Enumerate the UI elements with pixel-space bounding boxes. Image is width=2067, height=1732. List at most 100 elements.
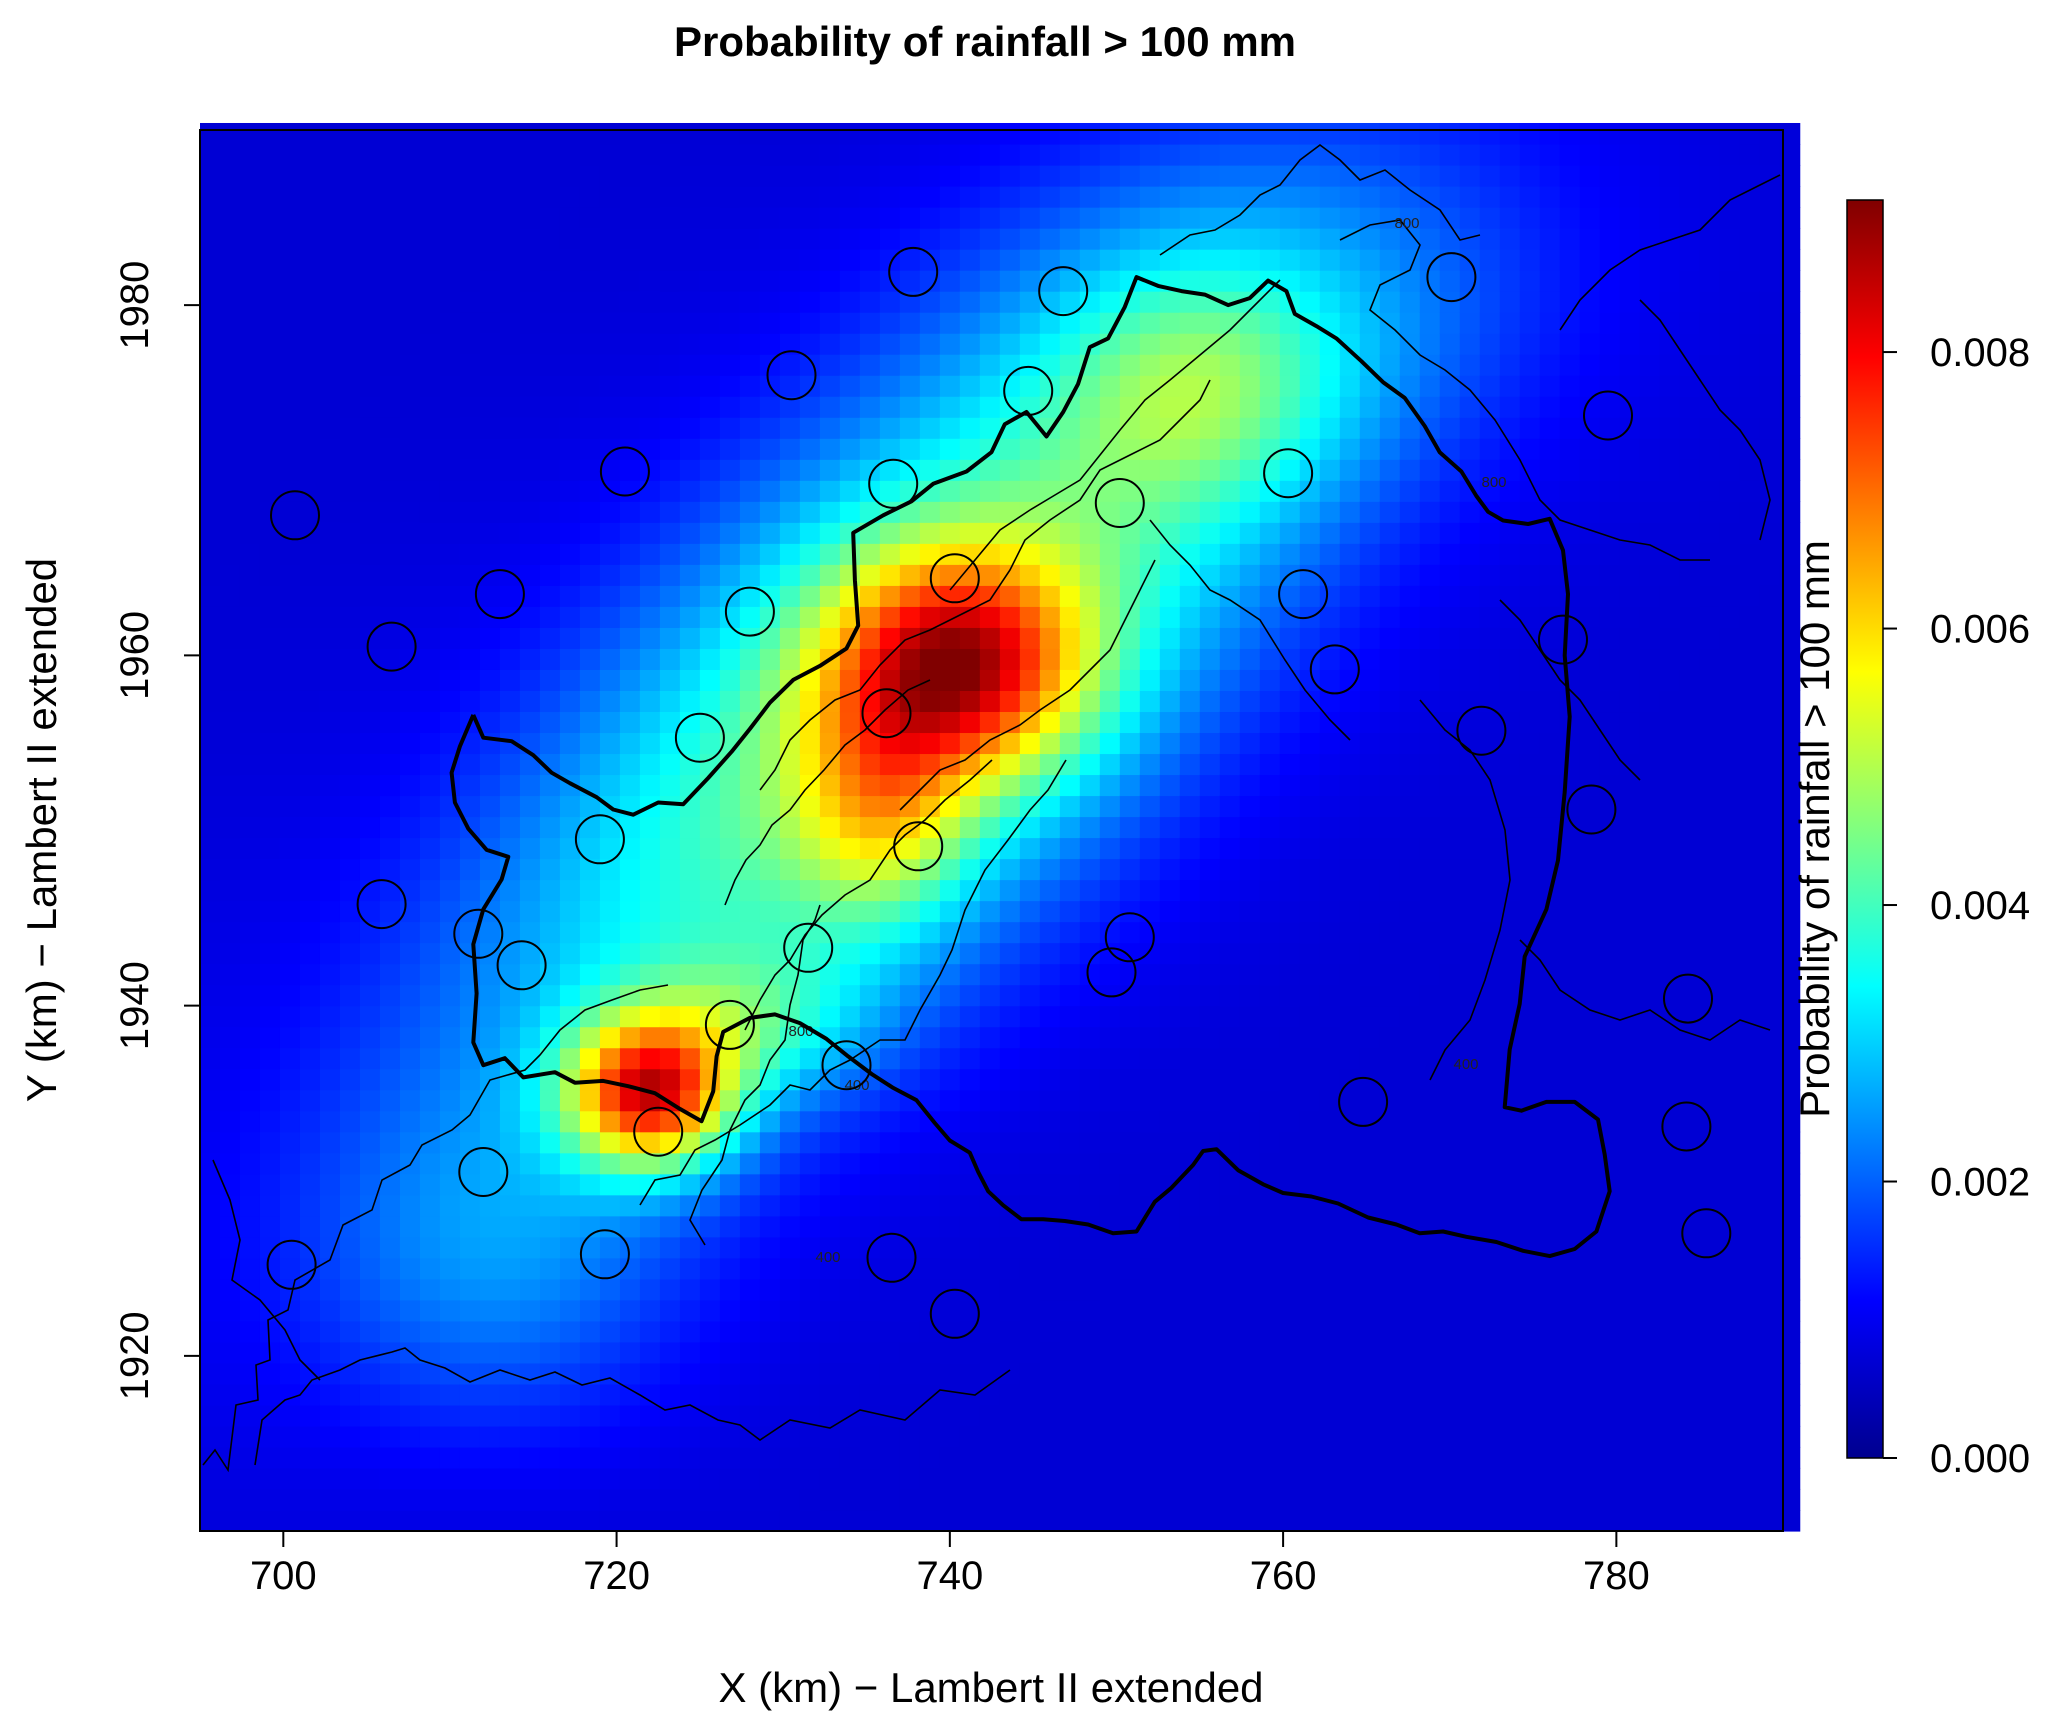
heatmap-cell xyxy=(279,1005,301,1028)
heatmap-cell xyxy=(200,1173,221,1196)
heatmap-cell xyxy=(759,186,781,208)
heatmap-cell xyxy=(999,690,1021,713)
heatmap-cell xyxy=(399,900,421,923)
heatmap-cell xyxy=(399,501,421,523)
heatmap-cell xyxy=(1139,522,1161,544)
heatmap-cell xyxy=(1579,606,1601,628)
heatmap-cell xyxy=(1059,249,1081,271)
heatmap-cell xyxy=(1119,732,1141,755)
heatmap-cell xyxy=(699,144,721,166)
heatmap-cell xyxy=(399,207,421,229)
heatmap-cell xyxy=(1319,1299,1341,1322)
heatmap-cell xyxy=(699,879,721,902)
heatmap-cell xyxy=(979,333,1001,355)
heatmap-cell xyxy=(379,144,401,166)
heatmap-cell xyxy=(719,1467,741,1490)
heatmap-cell xyxy=(619,984,641,1007)
heatmap-cell xyxy=(1099,1089,1121,1112)
heatmap-cell xyxy=(499,1068,521,1091)
heatmap-cell xyxy=(1559,837,1581,860)
heatmap-cell xyxy=(779,1047,801,1070)
heatmap-cell xyxy=(1379,1026,1401,1049)
heatmap-cell xyxy=(239,963,261,986)
heatmap-cell xyxy=(499,1257,521,1280)
heatmap-cell xyxy=(1259,1026,1281,1049)
heatmap-cell xyxy=(539,438,561,460)
heatmap-cell xyxy=(1319,207,1341,229)
heatmap-cell xyxy=(319,375,341,397)
heatmap-cell xyxy=(999,1383,1021,1406)
heatmap-cell xyxy=(1639,711,1661,734)
heatmap-cell xyxy=(1499,774,1521,797)
heatmap-cell xyxy=(379,711,401,734)
heatmap-cell xyxy=(1619,522,1641,544)
heatmap-cell xyxy=(379,816,401,839)
heatmap-cell xyxy=(559,1131,581,1154)
heatmap-cell xyxy=(1099,732,1121,755)
heatmap-cell xyxy=(1279,1047,1301,1070)
heatmap-cell xyxy=(419,732,441,755)
heatmap-cell xyxy=(399,144,421,166)
heatmap-cell xyxy=(1099,1278,1121,1301)
heatmap-cell xyxy=(699,1257,721,1280)
heatmap-cell xyxy=(1479,1068,1501,1091)
heatmap-cell xyxy=(579,186,601,208)
heatmap-cell xyxy=(1019,1236,1041,1259)
heatmap-cell xyxy=(1639,417,1661,439)
heatmap-cell xyxy=(1239,1404,1261,1427)
heatmap-cell xyxy=(1159,606,1181,628)
heatmap-cell xyxy=(459,1278,481,1301)
heatmap-cell xyxy=(519,228,541,250)
heatmap-cell xyxy=(579,270,601,292)
heatmap-cell xyxy=(659,480,681,502)
heatmap-cell xyxy=(279,606,301,628)
heatmap-cell xyxy=(879,375,901,397)
heatmap-cell xyxy=(1399,1152,1421,1175)
heatmap-cell xyxy=(1659,1236,1681,1259)
heatmap-cell xyxy=(1539,627,1561,649)
heatmap-cell xyxy=(439,228,461,250)
heatmap-cell xyxy=(1299,585,1321,607)
heatmap-cell xyxy=(739,963,761,986)
heatmap-cell xyxy=(1259,144,1281,166)
heatmap-cell xyxy=(1419,963,1441,986)
heatmap-cell xyxy=(899,1509,921,1532)
heatmap-cell xyxy=(319,1467,341,1490)
heatmap-cell xyxy=(1659,1194,1681,1217)
heatmap-cell xyxy=(1619,1215,1641,1238)
heatmap-cell xyxy=(1559,816,1581,839)
heatmap-cell xyxy=(1359,1257,1381,1280)
heatmap-cell xyxy=(1179,606,1201,628)
heatmap-cell xyxy=(679,144,701,166)
heatmap-cell xyxy=(919,1383,941,1406)
heatmap-cell xyxy=(879,1362,901,1385)
heatmap-cell xyxy=(419,669,441,691)
heatmap-cell xyxy=(1179,627,1201,649)
heatmap-cell xyxy=(479,1320,501,1343)
heatmap-cell xyxy=(1479,963,1501,986)
heatmap-cell xyxy=(1219,1467,1241,1490)
heatmap-cell xyxy=(1499,690,1521,713)
heatmap-cell xyxy=(759,1404,781,1427)
heatmap-cell xyxy=(1579,564,1601,586)
heatmap-cell xyxy=(679,711,701,734)
heatmap-cell xyxy=(1579,921,1601,944)
heatmap-cell xyxy=(599,1320,621,1343)
heatmap-cell xyxy=(1359,564,1381,586)
heatmap-cell xyxy=(819,1110,841,1133)
heatmap-cell xyxy=(1099,207,1121,229)
heatmap-cell xyxy=(259,249,281,271)
heatmap-cell xyxy=(579,480,601,502)
heatmap-cell xyxy=(299,732,321,755)
heatmap-cell xyxy=(1459,1425,1481,1448)
heatmap-cell xyxy=(1639,774,1661,797)
heatmap-cell xyxy=(399,774,421,797)
heatmap-cell xyxy=(1619,1257,1641,1280)
heatmap-cell xyxy=(1079,648,1101,670)
heatmap-cell xyxy=(279,1131,301,1154)
heatmap-cell xyxy=(979,480,1001,502)
heatmap-cell xyxy=(819,270,841,292)
heatmap-cell xyxy=(919,1152,941,1175)
heatmap-cell xyxy=(239,1110,261,1133)
heatmap-cell xyxy=(1499,879,1521,902)
